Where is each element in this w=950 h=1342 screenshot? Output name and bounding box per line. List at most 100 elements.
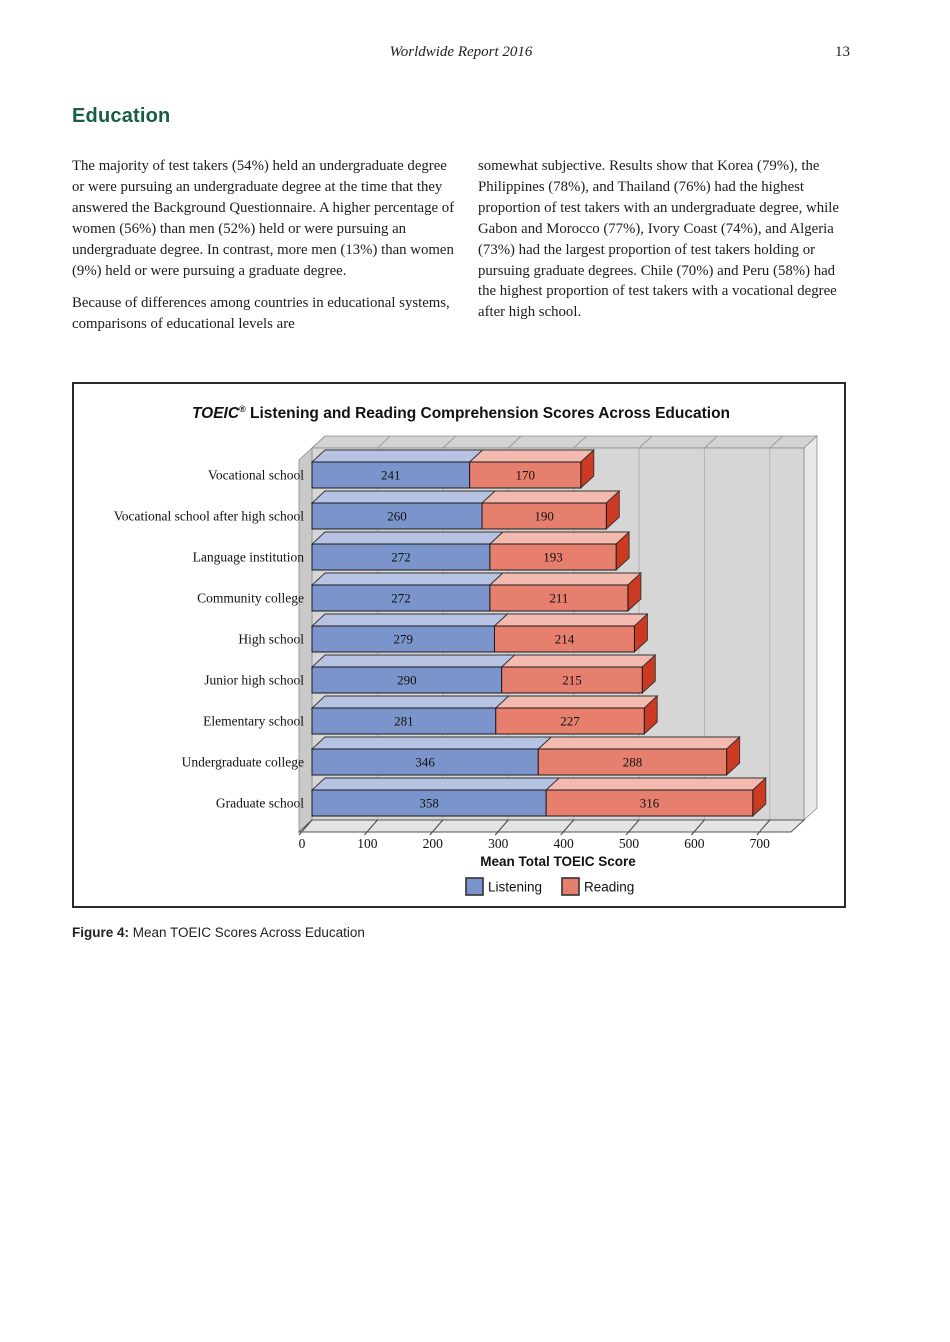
- category-label: Language institution: [193, 550, 305, 565]
- chart-title: TOEIC® Listening and Reading Comprehensi…: [74, 404, 848, 423]
- bar-value-listening: 290: [397, 673, 417, 688]
- bar-value-reading: 170: [515, 468, 535, 483]
- x-axis-tick: [625, 819, 640, 836]
- bar-top-reading: [493, 613, 649, 627]
- bar-segment-listening: [311, 789, 547, 817]
- gridline-top-mark: [377, 435, 391, 449]
- x-axis-title: Mean Total TOEIC Score: [480, 854, 636, 869]
- gridline-top-mark: [573, 435, 587, 449]
- bar-top-reading: [488, 572, 643, 586]
- bar-segment-listening: [311, 461, 471, 489]
- x-axis-tick-label: 200: [423, 836, 444, 851]
- x-axis-tick-label: 700: [750, 836, 771, 851]
- bar-value-listening: 279: [393, 632, 413, 647]
- figure-caption-text: Mean TOEIC Scores Across Education: [129, 925, 365, 940]
- bar-value-reading: 288: [623, 755, 643, 770]
- bar-segment-reading: [495, 707, 645, 735]
- x-axis-tick: [756, 819, 771, 836]
- running-header: Worldwide Report 2016: [389, 44, 533, 60]
- bar-value-listening: 346: [415, 755, 435, 770]
- bar-value-reading: 214: [555, 632, 575, 647]
- bar-top-reading: [488, 531, 631, 545]
- paragraph: The majority of test takers (54%) held a…: [72, 158, 455, 279]
- bar-top-reading: [537, 736, 741, 750]
- body-column-right: somewhat subjective. Results show that K…: [478, 156, 854, 335]
- bar-value-listening: 272: [391, 591, 411, 606]
- gridline-top-mark: [442, 435, 457, 449]
- category-label: High school: [238, 632, 304, 647]
- legend-label-listening: Listening: [488, 880, 542, 895]
- category-label: Vocational school after high school: [114, 509, 304, 524]
- category-label: Vocational school: [208, 468, 304, 483]
- bar-value-reading: 193: [543, 550, 563, 565]
- category-label: Community college: [197, 591, 304, 606]
- bar-top-listening: [310, 613, 509, 627]
- bar-value-reading: 227: [560, 714, 580, 729]
- bar-top-reading: [500, 654, 657, 668]
- bar-top-reading: [494, 695, 659, 709]
- bar-segment-reading: [545, 789, 754, 817]
- chart-floor: [297, 819, 806, 833]
- bar-top-reading: [544, 777, 767, 791]
- category-label: Elementary school: [203, 714, 304, 729]
- bar-value-listening: 358: [419, 796, 439, 811]
- bar-top-listening: [310, 695, 510, 709]
- figure-caption: Figure 4: Mean TOEIC Scores Across Educa…: [72, 925, 365, 940]
- paragraph: Because of differences among countries i…: [72, 295, 450, 333]
- bar-value-reading: 215: [562, 673, 582, 688]
- category-label: Junior high school: [204, 673, 304, 688]
- bar-segment-listening: [311, 543, 491, 571]
- x-axis-tick: [494, 819, 509, 836]
- body-column-left: The majority of test takers (54%) held a…: [72, 156, 462, 347]
- gridline-top-mark: [704, 435, 718, 449]
- chart-wall-right: [803, 435, 818, 821]
- bar-segment-listening: [311, 707, 497, 735]
- category-label: Graduate school: [216, 796, 304, 811]
- bar-top-listening: [310, 572, 505, 586]
- x-axis-tick: [298, 819, 313, 836]
- x-axis-tick-label: 400: [553, 836, 574, 851]
- x-axis-tick-label: 500: [619, 836, 640, 851]
- paragraph: somewhat subjective. Results show that K…: [478, 158, 839, 321]
- registered-mark: ®: [239, 404, 246, 414]
- bar-top-listening: [310, 490, 497, 504]
- bar-value-reading: 190: [534, 509, 554, 524]
- x-axis-tick-label: 0: [299, 836, 306, 851]
- bar-top-listening: [310, 777, 561, 791]
- gridline-top-mark: [507, 435, 522, 449]
- bar-value-reading: 316: [640, 796, 660, 811]
- bar-segment-reading: [501, 666, 643, 694]
- bar-segment-reading: [537, 748, 728, 776]
- legend-swatch-reading: [561, 877, 580, 896]
- bar-value-listening: 260: [387, 509, 407, 524]
- bar-segment-listening: [311, 666, 503, 694]
- bar-segment-listening: [311, 584, 491, 612]
- bar-segment-reading: [481, 502, 607, 530]
- bar-segment-reading: [469, 461, 582, 489]
- bar-segment-listening: [311, 502, 483, 530]
- x-axis-tick: [364, 819, 378, 836]
- bar-segment-reading: [493, 625, 635, 653]
- figure-panel: TOEIC® Listening and Reading Comprehensi…: [72, 382, 846, 908]
- x-axis-tick: [429, 819, 444, 836]
- x-axis-tick-label: 100: [357, 836, 378, 851]
- legend-swatch-listening: [465, 877, 484, 896]
- bar-segment-reading: [489, 584, 629, 612]
- bar-segment-listening: [311, 748, 539, 776]
- bar-top-listening: [310, 654, 516, 668]
- x-axis-tick-label: 600: [684, 836, 705, 851]
- chart-title-rest: Listening and Reading Comprehension Scor…: [245, 405, 731, 423]
- bar-top-listening: [310, 531, 505, 545]
- bar-value-listening: 281: [394, 714, 414, 729]
- gridline-top-mark: [638, 435, 653, 449]
- legend-label-reading: Reading: [584, 880, 634, 895]
- x-axis-tick-label: 300: [488, 836, 509, 851]
- category-label: Undergraduate college: [182, 755, 304, 770]
- bar-top-listening: [310, 736, 553, 750]
- gridline-top-mark: [769, 435, 784, 449]
- bar-value-listening: 272: [391, 550, 411, 565]
- chart-title-brand: TOEIC: [191, 405, 240, 423]
- gridline-top-mark: [311, 435, 326, 449]
- bar-value-reading: 211: [549, 591, 568, 606]
